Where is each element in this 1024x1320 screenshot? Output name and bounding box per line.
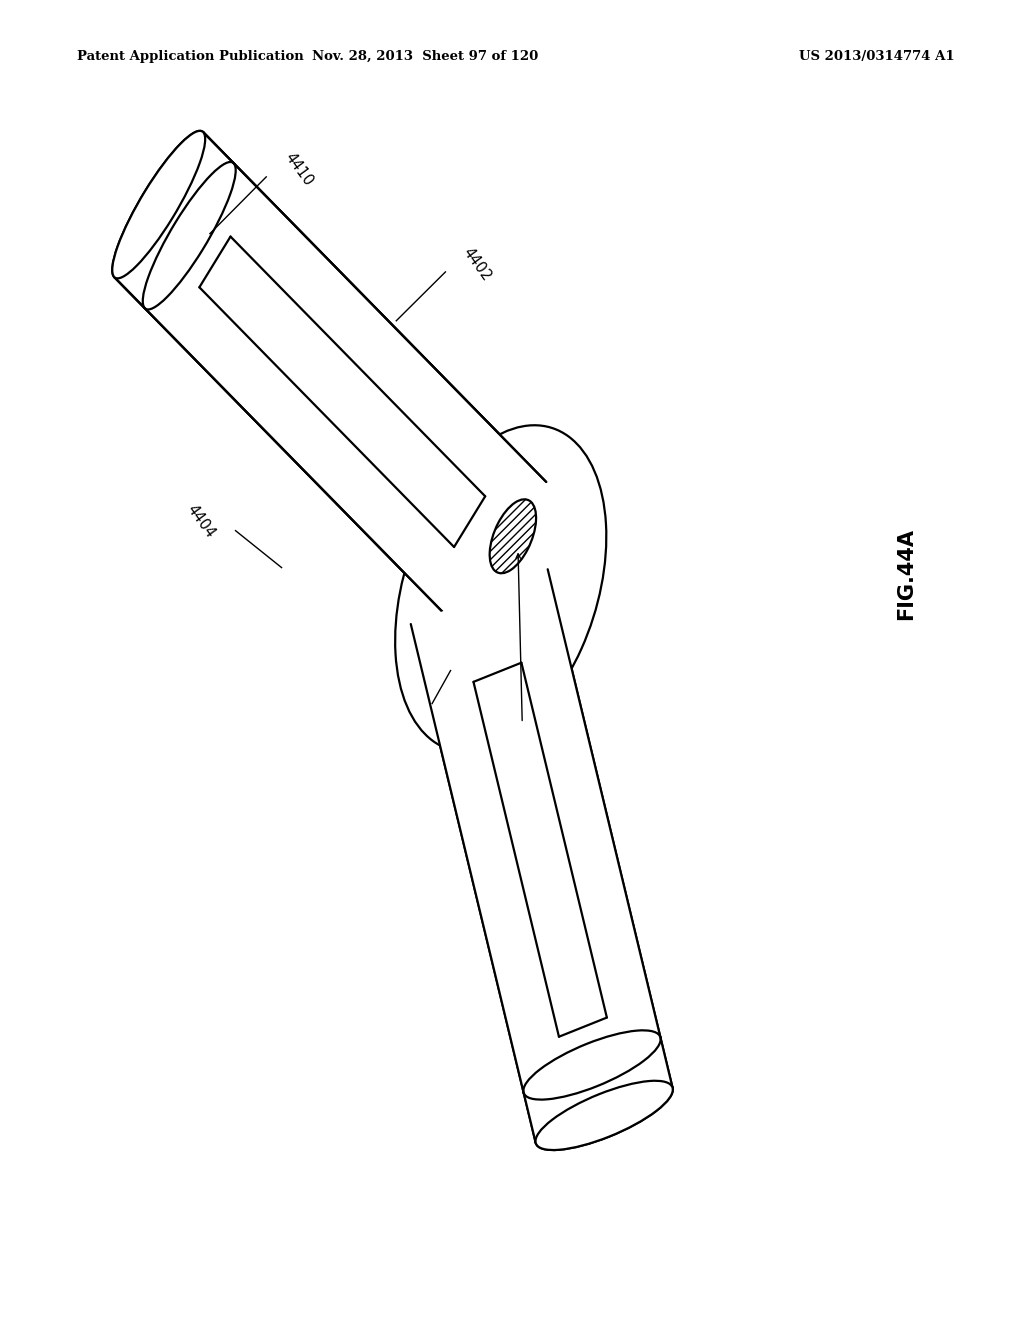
Text: Patent Application Publication: Patent Application Publication [77,50,303,63]
Ellipse shape [536,1081,673,1150]
Ellipse shape [395,425,606,752]
Text: 4402: 4402 [460,244,494,284]
Ellipse shape [113,131,205,279]
Text: 4410: 4410 [282,149,315,189]
Ellipse shape [536,1081,673,1150]
Text: US 2013/0314774 A1: US 2013/0314774 A1 [799,50,954,63]
Polygon shape [411,569,673,1143]
Ellipse shape [489,499,537,573]
Text: Nov. 28, 2013  Sheet 97 of 120: Nov. 28, 2013 Sheet 97 of 120 [312,50,538,63]
Text: 4408: 4408 [528,717,562,756]
Ellipse shape [411,562,548,631]
Ellipse shape [113,131,205,279]
Polygon shape [115,132,546,627]
Text: 4406: 4406 [410,698,443,738]
Polygon shape [411,569,673,1143]
Text: FIG.44A: FIG.44A [896,528,916,620]
Ellipse shape [456,480,548,628]
Text: 4404: 4404 [184,502,218,541]
